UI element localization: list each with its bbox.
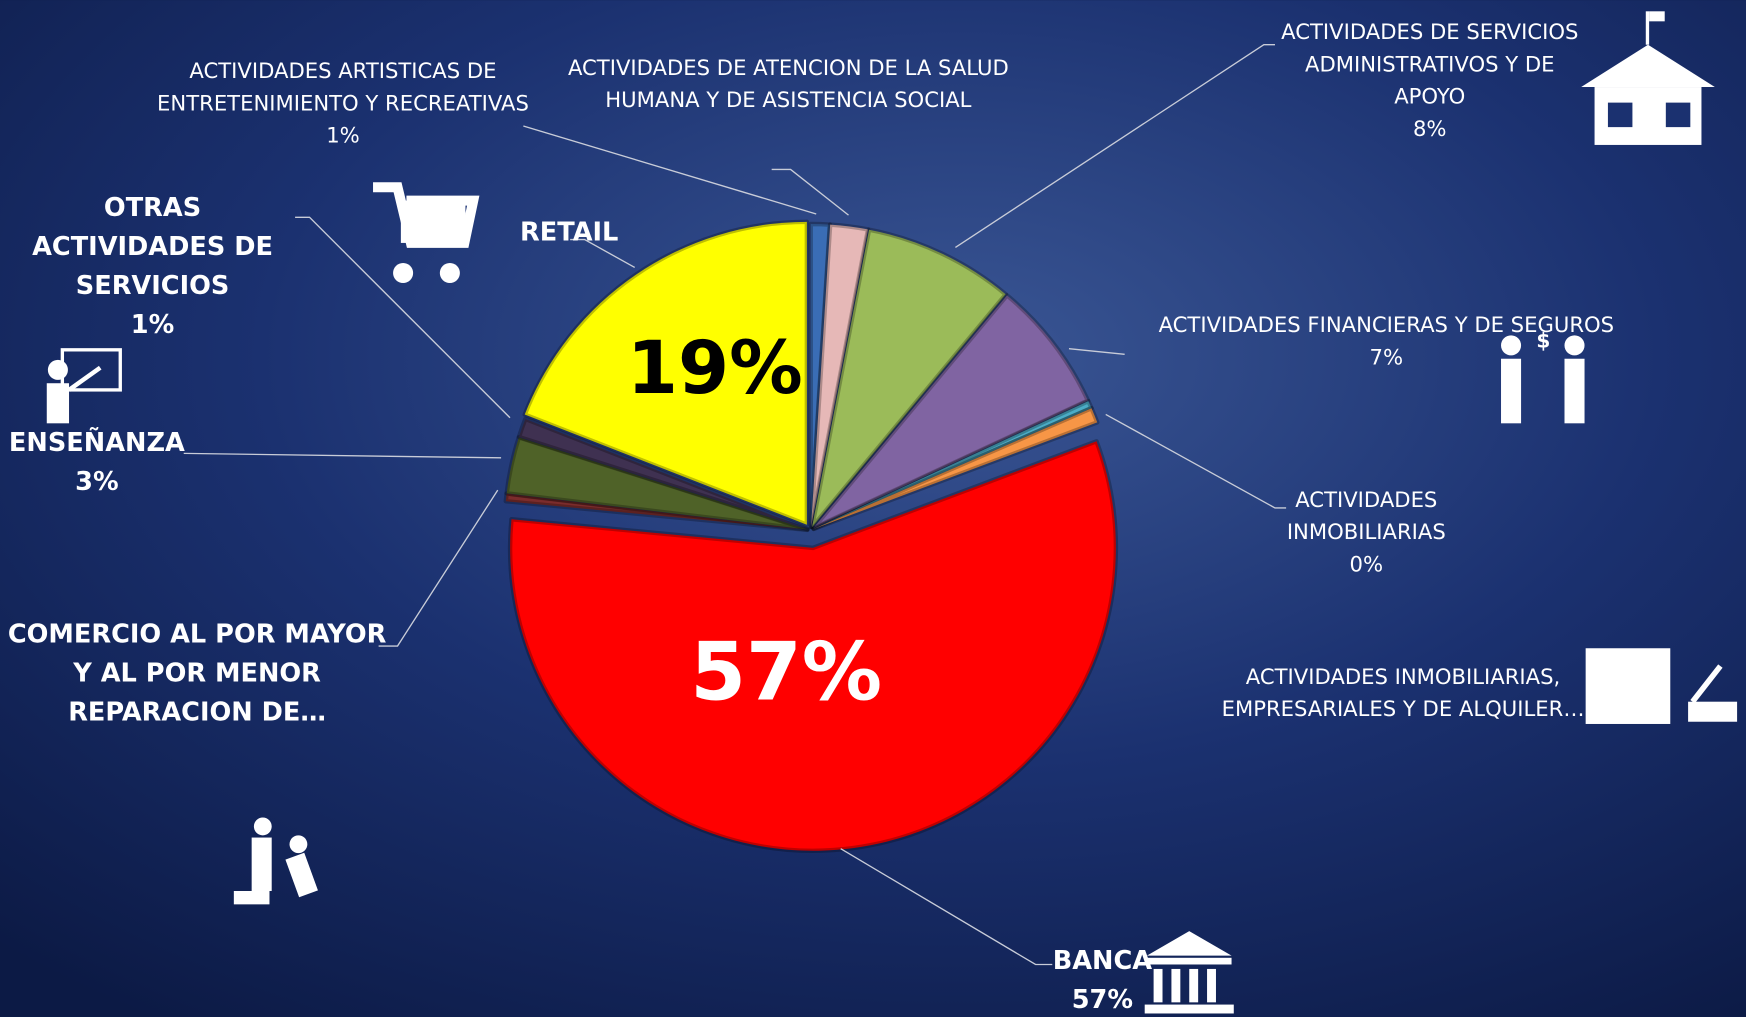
slice-value-label: 19%	[627, 326, 803, 411]
pie-slice	[516, 416, 810, 532]
category-label: COMERCIO AL POR MAYOR Y AL POR MENOR REPAR…	[8, 620, 387, 728]
category-label: ACTIVIDADES ARTISTICAS DE ENTRETENIMIENTO…	[157, 58, 529, 115]
category-label: BANCA	[1053, 946, 1153, 976]
value-label: 7%	[1370, 344, 1404, 369]
pie-slice	[507, 439, 1119, 853]
leader-line	[840, 848, 1053, 966]
pie-slice	[811, 405, 1100, 532]
buildings-icon	[1585, 648, 1738, 724]
category-label: OTRAS ACTIVIDADES DE SERVICIOS	[32, 193, 273, 301]
leader-line	[1105, 413, 1287, 509]
pie-slice	[504, 435, 810, 532]
pie-slice	[503, 491, 810, 533]
pie-slice	[811, 293, 1091, 531]
pie-slice	[811, 398, 1094, 532]
category-label: ACTIVIDADES INMOBILIARIAS	[1287, 487, 1446, 544]
pie-slice	[809, 227, 1009, 530]
value-label: 57%	[1072, 985, 1133, 1015]
value-label: 8%	[1413, 116, 1447, 141]
leader-line	[771, 168, 849, 216]
school-icon	[1581, 11, 1715, 145]
leader-line	[1068, 348, 1125, 355]
pie-slice	[808, 222, 871, 530]
category-label: ACTIVIDADES DE ATENCION DE LA SALUD HUMAN…	[568, 55, 1009, 112]
pie-slice	[522, 219, 810, 527]
slice-value-label: 57%	[690, 625, 882, 718]
leader-line	[570, 238, 636, 269]
value-label: 1%	[131, 310, 174, 340]
teacher-icon	[46, 348, 122, 424]
leader-line	[523, 125, 817, 215]
category-label: ACTIVIDADES INMOBILIARIAS, EMPRESARIALES …	[1222, 664, 1585, 721]
leader-line	[378, 489, 499, 647]
dollar-sign: $	[1536, 329, 1550, 353]
category-label: ENSEÑANZA	[9, 428, 185, 458]
leader-line	[295, 216, 511, 419]
help-icon	[233, 817, 318, 905]
value-label: 0%	[1350, 551, 1384, 576]
value-label: 1%	[326, 123, 360, 148]
value-label: 3%	[75, 467, 118, 497]
finance-icon: $	[1501, 329, 1585, 424]
category-label: ACTIVIDADES DE SERVICIOS ADMINISTRATIVOS …	[1281, 19, 1578, 109]
cart-icon	[373, 182, 480, 284]
category-label: ACTIVIDADES FINANCIERAS Y DE SEGUROS	[1159, 312, 1614, 337]
pie-slice	[808, 221, 833, 530]
category-label: RETAIL	[520, 218, 618, 248]
leader-line	[955, 44, 1275, 248]
leader-line	[183, 452, 502, 459]
bank-icon	[1144, 931, 1234, 1014]
